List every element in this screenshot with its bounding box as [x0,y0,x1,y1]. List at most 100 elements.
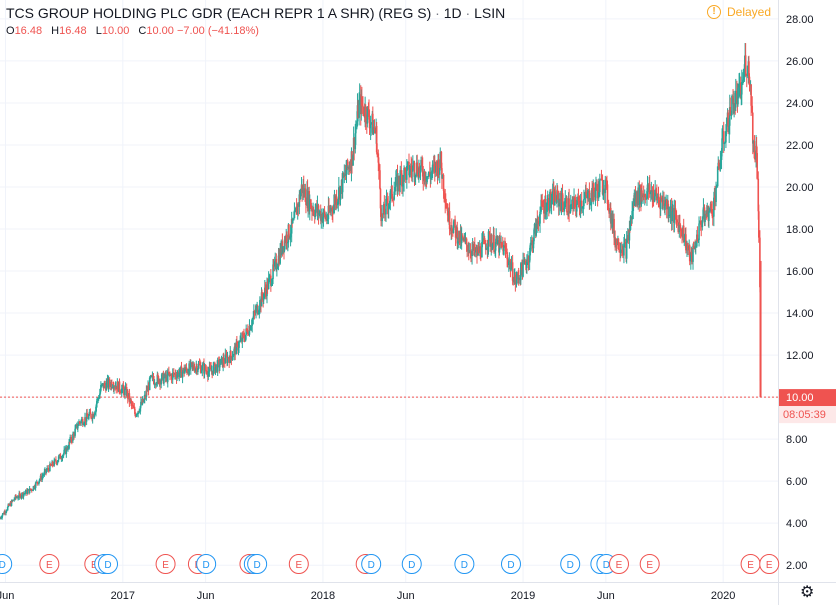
dividend-marker[interactable] [500,554,521,574]
candle-body [242,333,244,335]
candle-body [372,127,375,135]
candle-body [572,201,574,209]
candle-body [255,308,257,314]
candle-body [289,233,292,238]
candle-body [253,311,255,317]
candle-body [691,251,693,262]
y-tick-label: 14.00 [786,308,814,320]
candle-body [275,258,278,270]
candle-body [398,176,400,185]
y-tick-label: 18.00 [786,224,814,236]
candle-body [73,433,75,436]
candle-body [578,200,581,209]
earnings-marker[interactable] [639,554,660,574]
candle-body [721,138,723,153]
last-price-label-bg [779,389,836,407]
candle-body [754,158,756,160]
candle-body [61,455,64,459]
candle-body [456,227,459,244]
candle-body [730,114,733,116]
candle-body [140,401,142,407]
dividend-marker[interactable] [361,554,382,574]
candle-body [468,250,471,253]
earnings-marker[interactable] [155,554,176,574]
candle-body [362,106,365,115]
candle-body [458,230,461,243]
candle-body [437,159,440,175]
candle-body [681,230,683,238]
dividend-marker[interactable] [247,554,268,574]
candle-body [752,141,755,144]
earnings-marker[interactable] [759,554,780,574]
candle-body [283,239,286,251]
last-price-value: 10.00 [786,392,814,404]
candle-body [471,249,473,256]
earnings-marker[interactable] [609,554,630,574]
candle-body [151,376,154,378]
candle-body [266,281,269,289]
candle-body [602,188,605,194]
candle-body [734,90,737,108]
candle-body [594,190,597,198]
candle-body [157,374,159,377]
candle-body [671,208,674,212]
symbol-title[interactable]: TCS GROUP HOLDING PLC GDR (EACH REPR 1 A… [6,5,432,21]
dividend-marker[interactable] [196,554,217,574]
candle-body [238,341,240,348]
dividend-marker[interactable] [454,554,475,574]
candle-body [250,325,253,328]
separator: · [465,5,471,21]
candle-body [544,198,547,215]
dividend-marker[interactable] [0,554,13,574]
candle-body [408,161,410,176]
candle-body [608,209,610,214]
candle-body [637,187,639,205]
gear-icon[interactable]: ⚙ [800,584,815,601]
countdown-bg [779,406,836,424]
candle-body [472,243,474,251]
candle-body [169,373,171,376]
candle-body [17,497,19,499]
earnings-marker[interactable] [39,554,60,574]
dividend-marker[interactable] [401,554,422,574]
candle-body [504,244,506,246]
candle-body [503,244,505,255]
earnings-marker[interactable] [288,554,309,574]
candle-body [602,193,604,195]
candle-body [750,84,752,106]
candle-body [34,487,36,489]
candle-body [698,220,701,224]
candle-body [103,383,106,386]
candle-body [462,237,465,241]
candle-body [491,243,494,250]
candle-body [640,190,643,205]
candle-body [447,210,449,222]
candle-body [322,217,324,223]
candle-body [686,245,688,251]
high-label: H [51,25,60,37]
candle-body [230,351,232,357]
candle-body [372,113,374,135]
candle-body [80,420,82,424]
candle-body [508,260,511,262]
candle-body [427,175,430,177]
candle-body [606,180,608,185]
candle-body [143,398,145,403]
y-tick-label: 4.00 [786,518,807,530]
x-tick-label: Jun [397,590,415,602]
low-value: 10.00 [101,25,130,37]
candle-body [520,263,522,281]
y-tick-label: 22.00 [786,140,814,152]
candle-body [220,358,222,365]
dividend-marker[interactable] [98,554,119,574]
delayed-badge[interactable]: ! Delayed [707,5,771,19]
candle-body [231,357,234,360]
candle-body [517,273,519,276]
dividend-marker[interactable] [560,554,581,574]
interval-label[interactable]: 1D [443,5,462,21]
candle-body [115,385,118,390]
x-tick-label: Jun [197,590,215,602]
candle-body [393,191,396,200]
candle-body [62,453,65,456]
